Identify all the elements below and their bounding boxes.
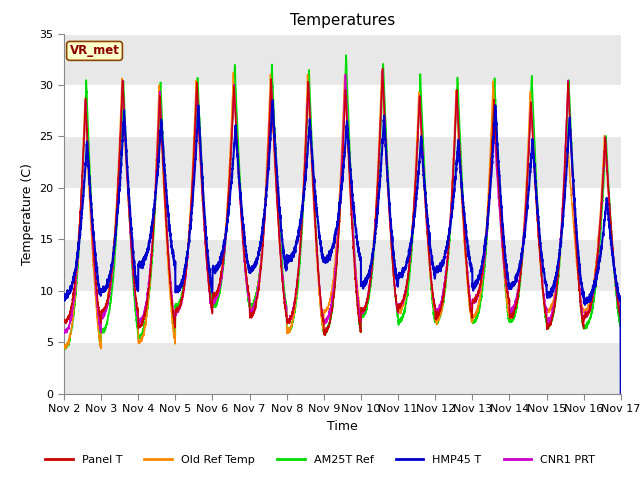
Line: Panel T: Panel T [64, 68, 621, 394]
CNR1 PRT [379, 68, 387, 73]
Panel T [436, 308, 444, 313]
Bar [64, 34, 621, 85]
Old Ref Temp [467, 316, 475, 322]
X-axis label: Time: Time [327, 420, 358, 432]
Old Ref Temp [322, 309, 330, 314]
HMP45 T [616, 296, 624, 302]
Panel T [467, 309, 475, 315]
Legend: Panel T, Old Ref Temp, AM25T Ref, HMP45 T, CNR1 PRT: Panel T, Old Ref Temp, AM25T Ref, HMP45 … [40, 451, 600, 469]
HMP45 T [269, 97, 276, 103]
Line: HMP45 T: HMP45 T [64, 100, 621, 395]
CNR1 PRT [499, 249, 507, 255]
HMP45 T [436, 260, 444, 266]
AM25T Ref [322, 332, 330, 337]
AM25T Ref [617, 392, 625, 398]
Bar [64, 188, 621, 240]
HMP45 T [160, 155, 168, 161]
HMP45 T [322, 256, 330, 262]
HMP45 T [617, 392, 625, 397]
CNR1 PRT [436, 303, 444, 309]
Panel T [160, 181, 168, 187]
CNR1 PRT [60, 328, 68, 334]
Panel T [499, 242, 507, 248]
Panel T [616, 312, 624, 318]
Bar [64, 85, 621, 136]
AM25T Ref [342, 52, 350, 58]
Bar [64, 240, 621, 291]
Old Ref Temp [436, 309, 444, 314]
AM25T Ref [160, 164, 168, 170]
Y-axis label: Temperature (C): Temperature (C) [21, 163, 34, 264]
Bar [64, 291, 621, 342]
Line: AM25T Ref: AM25T Ref [64, 55, 621, 395]
AM25T Ref [60, 346, 68, 351]
Old Ref Temp [378, 68, 385, 74]
CNR1 PRT [160, 174, 168, 180]
Bar [64, 136, 621, 188]
CNR1 PRT [467, 304, 475, 310]
Panel T [60, 318, 68, 324]
AM25T Ref [616, 324, 624, 329]
Panel T [322, 329, 330, 335]
CNR1 PRT [617, 390, 625, 396]
AM25T Ref [499, 249, 507, 255]
HMP45 T [467, 262, 475, 267]
Text: VR_met: VR_met [70, 44, 120, 58]
Line: CNR1 PRT: CNR1 PRT [64, 71, 621, 393]
Old Ref Temp [617, 392, 625, 398]
CNR1 PRT [322, 318, 330, 324]
CNR1 PRT [616, 310, 624, 316]
Old Ref Temp [616, 306, 624, 312]
HMP45 T [60, 293, 68, 299]
Old Ref Temp [499, 256, 507, 262]
Line: Old Ref Temp: Old Ref Temp [64, 71, 621, 395]
Title: Temperatures: Temperatures [290, 13, 395, 28]
Old Ref Temp [160, 192, 168, 197]
Bar [64, 342, 621, 394]
Panel T [617, 391, 625, 397]
AM25T Ref [436, 313, 444, 319]
AM25T Ref [467, 314, 475, 320]
Old Ref Temp [60, 344, 68, 350]
Panel T [379, 65, 387, 71]
HMP45 T [499, 225, 507, 230]
